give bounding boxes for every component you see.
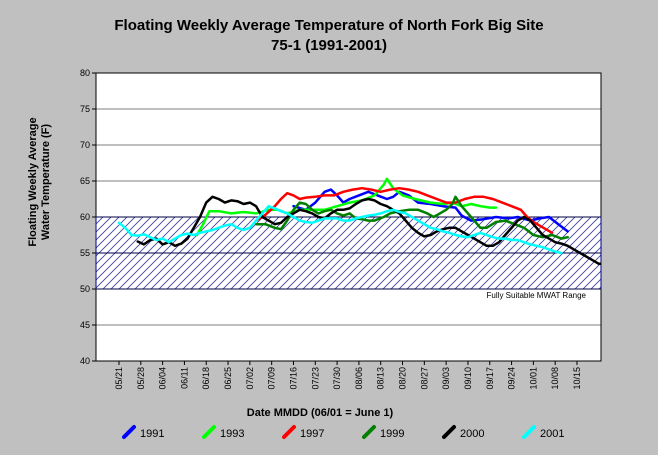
y-tick-label: 60 <box>80 212 90 222</box>
y-tick-label: 65 <box>80 176 90 186</box>
legend-label-1997: 1997 <box>300 428 324 440</box>
x-tick-label: 09/17 <box>485 367 495 390</box>
x-tick-label: 05/21 <box>114 367 124 390</box>
series-layer <box>117 177 601 266</box>
series-line-2001 <box>117 204 563 255</box>
x-tick-label: 06/04 <box>158 367 168 390</box>
series-line-1997 <box>254 186 554 235</box>
band-label: Fully Suitable MWAT Range <box>487 291 587 300</box>
x-tick-label: 10/01 <box>528 367 538 390</box>
y-tick-label: 70 <box>80 140 90 150</box>
legend-label-1999: 1999 <box>380 428 404 440</box>
legend-swatch-1997 <box>282 425 296 439</box>
legend-swatch-2001 <box>522 425 536 439</box>
x-tick-label: 09/10 <box>463 367 473 390</box>
x-tick-label: 06/11 <box>179 367 189 389</box>
legend-label-1993: 1993 <box>220 428 244 440</box>
legend-swatch-1993 <box>202 425 216 439</box>
x-axis-label: Date MMDD (06/01 = June 1) <box>247 407 394 419</box>
x-tick-label: 07/30 <box>332 367 342 390</box>
x-tick-label: 07/02 <box>245 367 255 390</box>
x-tick-label: 08/06 <box>354 367 364 390</box>
x-tick-label: 08/27 <box>419 367 429 390</box>
y-tick-label: 50 <box>80 284 90 294</box>
x-tick-label: 05/28 <box>136 367 146 390</box>
y-axis-label-line2: Water Temperature (F) <box>40 124 52 240</box>
legend-swatch-2000 <box>442 425 456 439</box>
y-tick-label: 40 <box>80 356 90 366</box>
x-tick-label: 10/15 <box>572 367 582 390</box>
y-axis: 40 45 50 55 60 65 70 75 80 <box>80 68 96 366</box>
series-line-1999 <box>254 195 569 240</box>
x-tick-label: 09/03 <box>441 367 451 390</box>
y-tick-label: 55 <box>80 248 90 258</box>
y-tick-label: 75 <box>80 104 90 114</box>
legend-label-2001: 2001 <box>540 428 564 440</box>
legend: 1991 1993 1997 1999 2000 2001 <box>122 425 564 440</box>
x-tick-label: 07/16 <box>288 367 298 390</box>
legend-label-2000: 2000 <box>460 428 484 440</box>
chart-title-line2: 75-1 (1991-2001) <box>271 37 387 54</box>
x-tick-label: 09/24 <box>507 367 517 390</box>
x-tick-label: 06/25 <box>223 367 233 390</box>
x-tick-label: 07/09 <box>267 367 277 390</box>
x-axis: 05/21 05/28 06/04 06/11 06/18 06/25 07/02 07/09… <box>114 361 582 390</box>
x-tick-label: 06/18 <box>201 367 211 390</box>
x-tick-label: 10/08 <box>550 367 560 390</box>
y-axis-label-line1: Floating Weekly Average <box>27 117 39 246</box>
y-tick-label: 80 <box>80 68 90 78</box>
y-tick-label: 45 <box>80 320 90 330</box>
legend-swatch-1999 <box>362 425 376 439</box>
chart-title-line1: Floating Weekly Average Temperature of N… <box>114 17 543 34</box>
legend-label-1991: 1991 <box>140 428 164 440</box>
x-tick-label: 08/13 <box>376 367 386 390</box>
legend-swatch-1991 <box>122 425 136 439</box>
x-tick-label: 08/20 <box>398 367 408 390</box>
x-tick-label: 07/23 <box>310 367 320 390</box>
